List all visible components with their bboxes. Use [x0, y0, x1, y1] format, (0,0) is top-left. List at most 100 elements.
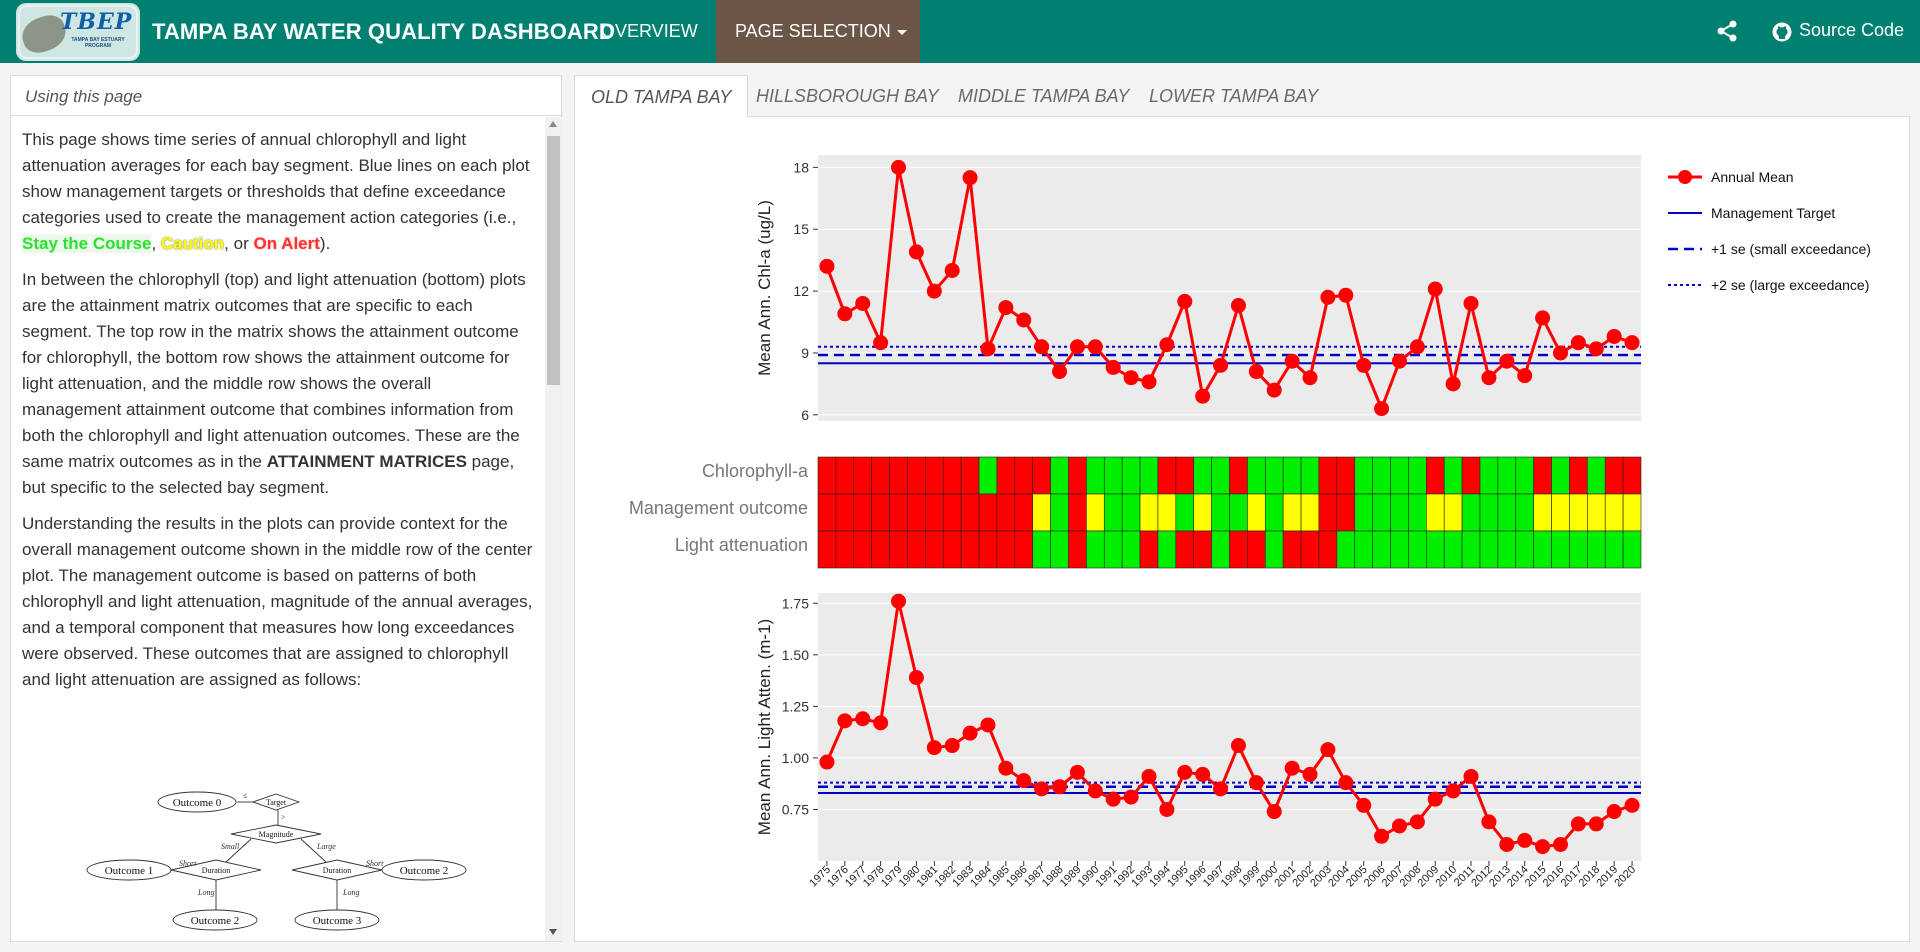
- matrix-cell-light-2017: [1569, 530, 1588, 569]
- matrix-cell-light-1985: [996, 530, 1016, 569]
- flow-target: Target: [266, 798, 287, 807]
- year-label-2020: 2020: [1612, 864, 1638, 890]
- light-thresholds: [818, 781, 1641, 794]
- matrix-cell-mgmt-2020: [1622, 493, 1642, 532]
- app-title: TAMPA BAY WATER QUALITY DASHBOARD: [152, 19, 615, 44]
- matrix-cell-light-1998: [1229, 530, 1248, 569]
- light-point-2007: [1391, 818, 1407, 834]
- tab-middle-tampa-bay[interactable]: MIDDLE TAMPA BAY: [958, 86, 1130, 106]
- attainment-matrix-row-labels: Chlorophyll-a Management outcome Light a…: [629, 461, 809, 555]
- matrix-cell-chl-2014: [1515, 456, 1534, 495]
- chl-point-2003: [1320, 289, 1336, 305]
- chl-point-2017: [1570, 335, 1586, 351]
- light-point-1981: [926, 740, 942, 756]
- navbar: TBEP TAMPA BAY ESTUARY PROGRAM TAMPA BAY…: [0, 0, 1920, 63]
- matrix-cell-chl-2002: [1300, 456, 1320, 495]
- chl-point-2004: [1338, 287, 1354, 303]
- intro-text: This page shows time series of annual ch…: [22, 130, 530, 227]
- attainment-matrices-link[interactable]: ATTAINMENT MATRICES: [266, 452, 467, 471]
- matrix-cell-mgmt-1999: [1247, 493, 1266, 532]
- matrix-cell-chl-2008: [1408, 456, 1427, 495]
- matrix-cell-light-1984: [978, 530, 998, 569]
- chl-point-1984: [980, 341, 996, 357]
- chl-point-2020: [1624, 335, 1640, 351]
- matrix-cell-mgmt-1993: [1139, 493, 1159, 532]
- year-axis: 1975197619771978197919801981198219831984…: [807, 861, 1638, 889]
- matrix-cell-chl-2004: [1336, 456, 1356, 495]
- source-code-link[interactable]: Source Code: [1799, 20, 1905, 40]
- matrix-cell-mgmt-2013: [1497, 493, 1517, 532]
- light-series: [819, 593, 1640, 855]
- flow-label-long-right: Long: [342, 888, 359, 897]
- sidebar-body: This page shows time series of annual ch…: [11, 117, 545, 941]
- matrix-cell-chl-1994: [1157, 456, 1177, 495]
- sidebar-scrollbar[interactable]: [545, 117, 562, 941]
- matrix-cell-mgmt-1995: [1175, 493, 1195, 532]
- chl-ytick-label: 12: [793, 283, 809, 299]
- matrix-cell-mgmt-1990: [1086, 493, 1105, 532]
- legend-item-se2[interactable]: +2 se (large exceedance): [1668, 277, 1869, 293]
- scroll-down-arrow-icon[interactable]: [549, 929, 557, 935]
- flow-duration-large: Duration: [323, 866, 351, 875]
- light-point-1988: [1052, 779, 1068, 795]
- chl-point-2011: [1463, 295, 1479, 311]
- matrix-cell-light-2012: [1479, 530, 1499, 569]
- chl-point-1992: [1123, 370, 1139, 386]
- chl-ytick-label: 6: [801, 407, 809, 423]
- matrix-cell-mgmt-2009: [1426, 493, 1445, 532]
- light-point-1976: [837, 713, 853, 729]
- matrix-cell-light-1996: [1193, 530, 1212, 569]
- matrix-cell-mgmt-2000: [1264, 493, 1284, 532]
- matrix-cell-chl-2012: [1479, 456, 1499, 495]
- legend-item-se1[interactable]: +1 se (small exceedance): [1668, 241, 1871, 257]
- scrollbar-thumb[interactable]: [547, 136, 560, 385]
- flow-magnitude: Magnitude: [259, 830, 294, 839]
- matrix-cell-mgmt-2005: [1354, 493, 1373, 532]
- tab-old-tampa-bay[interactable]: OLD TAMPA BAY: [574, 75, 749, 118]
- light-point-1983: [962, 725, 978, 741]
- share-icon[interactable]: [1716, 20, 1738, 42]
- chl-point-1979: [891, 159, 907, 175]
- flow-label-gt: >: [281, 813, 286, 822]
- matrix-cell-light-1999: [1247, 530, 1266, 569]
- matrix-cell-mgmt-1994: [1157, 493, 1177, 532]
- flow-label-short-left: Short: [179, 859, 197, 868]
- light-point-2006: [1374, 828, 1390, 844]
- legend-se1-label: +1 se (small exceedance): [1711, 241, 1871, 257]
- matrix-cell-light-2019: [1604, 530, 1624, 569]
- plot-legend: Annual Mean Management Target +1 se (sma…: [1668, 169, 1871, 293]
- matrix-cell-chl-2003: [1318, 456, 1338, 495]
- tbep-logo[interactable]: TBEP TAMPA BAY ESTUARY PROGRAM: [16, 3, 140, 61]
- matrix-cell-mgmt-1979: [889, 493, 908, 532]
- matrix-cell-chl-1998: [1229, 456, 1248, 495]
- legend-item-annual-mean[interactable]: Annual Mean: [1668, 169, 1794, 185]
- caret-down-icon: [896, 29, 907, 35]
- matrix-cell-light-2014: [1515, 530, 1534, 569]
- light-yticks: 0.75 1.00 1.25 1.50 1.75: [782, 595, 818, 817]
- matrix-cell-light-1975: [817, 530, 837, 569]
- light-point-2013: [1499, 837, 1515, 853]
- chlorophyll-ygrid: [818, 166, 1641, 416]
- scroll-up-arrow-icon[interactable]: [549, 121, 557, 127]
- nav-page-selection-dropdown[interactable]: PAGE SELECTION: [716, 0, 920, 63]
- legend-item-target[interactable]: Management Target: [1668, 205, 1835, 221]
- matrix-cell-light-2002: [1300, 530, 1320, 569]
- segment-plots: 6 9 12 15 18 Mean Ann. Chl-a (ug/L) Chloroph…: [629, 155, 1871, 889]
- light-ytick-label: 1.50: [782, 647, 809, 663]
- light-point-2000: [1266, 804, 1282, 820]
- light-point-2001: [1284, 760, 1300, 776]
- matrix-cell-chl-1985: [996, 456, 1016, 495]
- tab-hillsborough-bay[interactable]: HILLSBOROUGH BAY: [756, 86, 939, 106]
- light-ygrid: [818, 602, 1641, 810]
- matrix-cell-chl-2005: [1354, 456, 1373, 495]
- matrix-cell-mgmt-1997: [1211, 493, 1230, 532]
- tab-lower-tampa-bay[interactable]: LOWER TAMPA BAY: [1149, 86, 1319, 106]
- matrix-cell-light-1997: [1211, 530, 1230, 569]
- matrix-cell-light-1987: [1032, 530, 1051, 569]
- chl-ytick-label: 18: [793, 159, 809, 175]
- matrix-paragraph: In between the chlorophyll (top) and lig…: [22, 267, 535, 501]
- nav-overview[interactable]: OVERVIEW: [601, 21, 698, 41]
- nav-page-selection-label: PAGE SELECTION: [735, 21, 891, 41]
- separator: ,: [151, 234, 161, 253]
- github-icon[interactable]: [1772, 22, 1792, 42]
